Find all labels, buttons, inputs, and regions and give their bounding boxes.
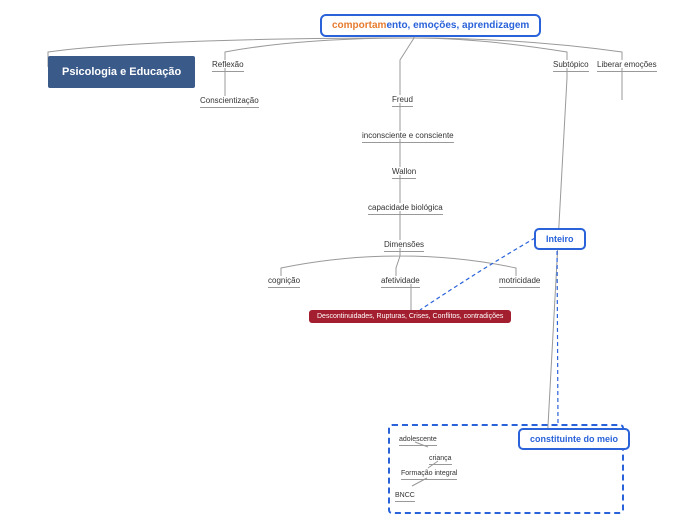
node-capbio[interactable]: capacidade biológica <box>368 203 443 215</box>
node-freud[interactable]: Freud <box>392 95 413 107</box>
node-adolesc[interactable]: adolescente <box>399 436 437 446</box>
node-crianca[interactable]: criança <box>429 455 452 465</box>
title-node[interactable]: Psicologia e Educação <box>48 56 195 88</box>
node-crisis[interactable]: Descontinuidades, Rupturas, Crises, Conf… <box>309 310 511 323</box>
callout-inteiro[interactable]: Inteiro <box>534 228 586 250</box>
node-afet[interactable]: afetividade <box>381 276 420 288</box>
node-cognicao[interactable]: cognição <box>268 276 300 288</box>
node-bncc[interactable]: BNCC <box>395 492 415 502</box>
node-formint[interactable]: Formação integral <box>401 470 457 480</box>
node-consc[interactable]: Conscientização <box>200 96 259 108</box>
node-dimensoes[interactable]: Dimensões <box>384 240 424 252</box>
root-node[interactable]: comportamento, emoções, aprendizagem <box>320 14 541 37</box>
node-reflexao[interactable]: Reflexão <box>212 60 244 72</box>
root-text-blue: ento, emoções, aprendizagem <box>386 20 529 31</box>
title-text: Psicologia e Educação <box>62 66 181 78</box>
node-liberar[interactable]: Liberar emoções <box>597 60 657 72</box>
node-motric[interactable]: motricidade <box>499 276 540 288</box>
callout-constituinte[interactable]: constituinte do meio <box>518 428 630 450</box>
node-subtopico[interactable]: Subtópico <box>553 60 589 72</box>
root-text-orange: comportam <box>332 20 386 31</box>
node-inconsc[interactable]: inconsciente e consciente <box>362 131 454 143</box>
node-wallon[interactable]: Wallon <box>392 167 416 179</box>
